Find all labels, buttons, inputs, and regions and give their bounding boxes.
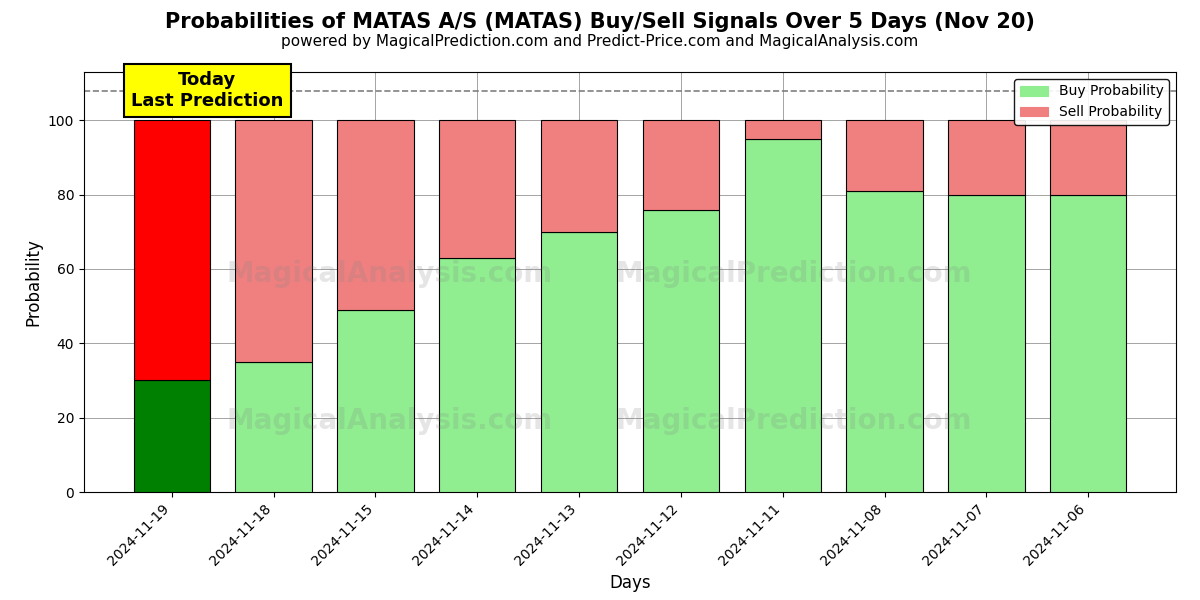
Bar (744, 121, 821, 139)
Text: Probabilities of MATAS A/S (MATAS) Buy/Sell Signals Over 5 Days (Nov 20): Probabilities of MATAS A/S (MATAS) Buy/S… (166, 12, 1034, 32)
Text: Today
Last Prediction: Today Last Prediction (131, 71, 283, 110)
Bar (1050, 121, 1127, 194)
Bar (337, 310, 414, 492)
Bar (439, 121, 516, 258)
Bar (541, 121, 617, 232)
Text: MagicalAnalysis.com: MagicalAnalysis.com (227, 407, 553, 434)
Bar (133, 121, 210, 380)
Bar (846, 191, 923, 492)
Bar (439, 258, 516, 492)
Bar (235, 121, 312, 362)
Bar (643, 121, 719, 209)
Bar (846, 121, 923, 191)
Text: MagicalPrediction.com: MagicalPrediction.com (616, 407, 972, 434)
Text: powered by MagicalPrediction.com and Predict-Price.com and MagicalAnalysis.com: powered by MagicalPrediction.com and Pre… (281, 34, 919, 49)
X-axis label: Days: Days (610, 574, 650, 592)
Bar (1050, 194, 1127, 492)
Bar (948, 121, 1025, 194)
Bar (541, 232, 617, 492)
Y-axis label: Probability: Probability (24, 238, 42, 326)
Bar (337, 121, 414, 310)
Text: MagicalAnalysis.com: MagicalAnalysis.com (227, 260, 553, 287)
Text: MagicalPrediction.com: MagicalPrediction.com (616, 260, 972, 287)
Bar (744, 139, 821, 492)
Bar (643, 209, 719, 492)
Bar (948, 194, 1025, 492)
Legend: Buy Probability, Sell Probability: Buy Probability, Sell Probability (1014, 79, 1169, 125)
Bar (133, 380, 210, 492)
Bar (235, 362, 312, 492)
